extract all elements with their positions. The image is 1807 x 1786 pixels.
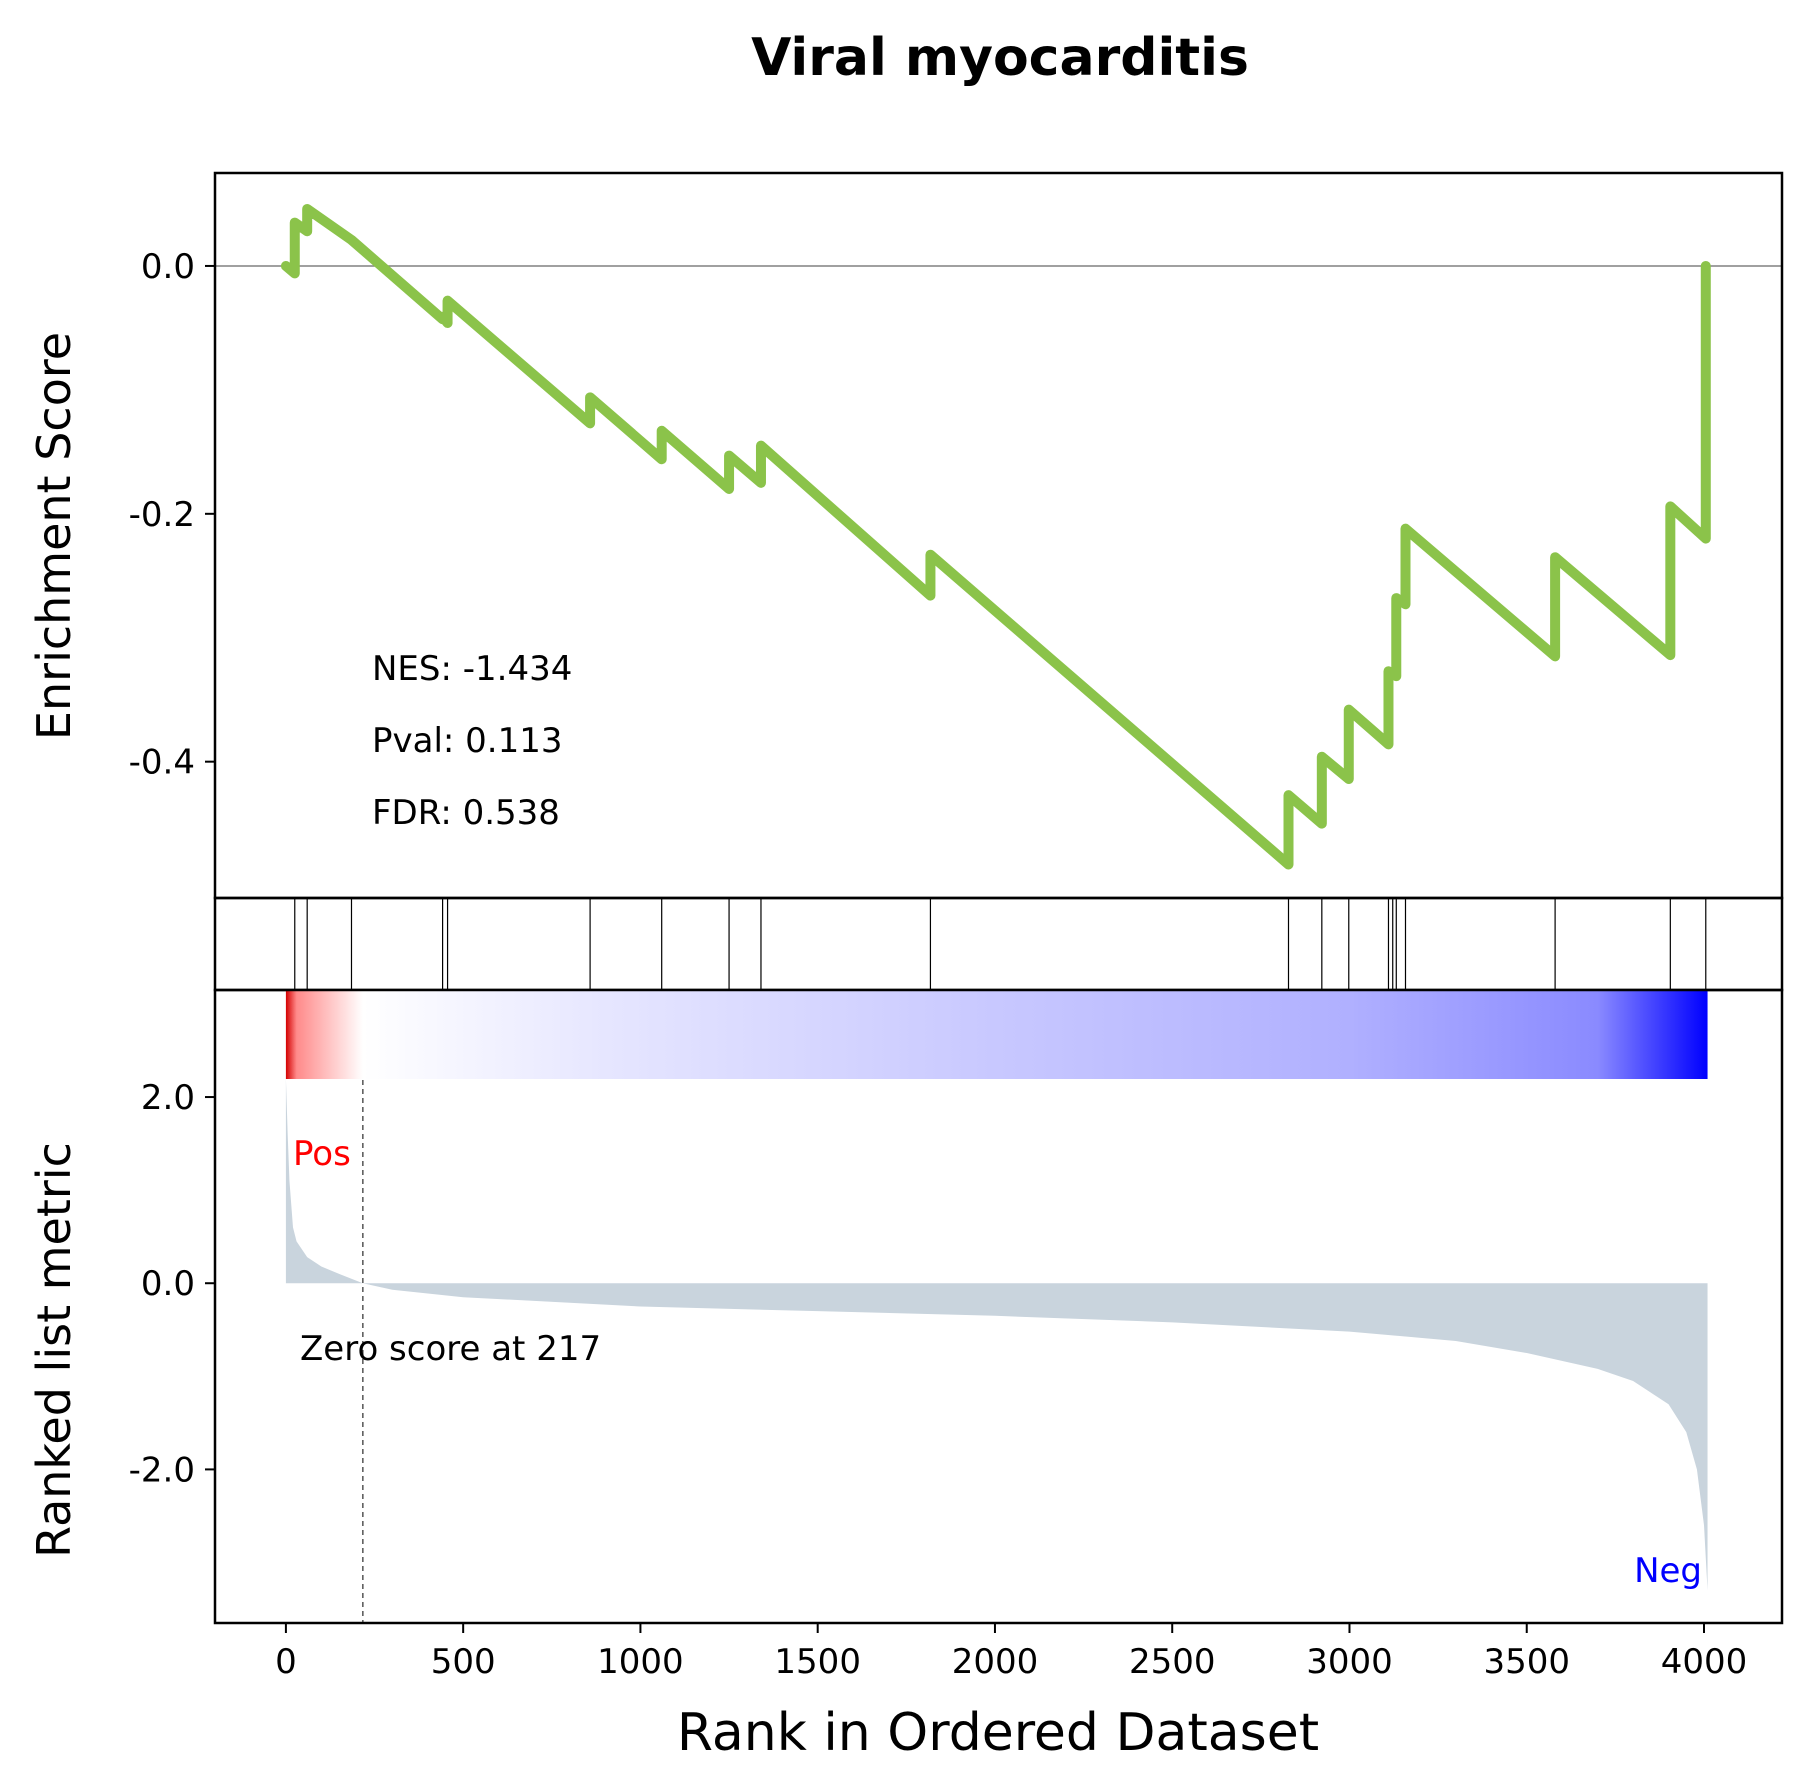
pval-annotation: Pval: 0.113 bbox=[372, 721, 563, 761]
es-y-tick-label: 0.0 bbox=[141, 247, 195, 287]
es-y-tick-label: -0.4 bbox=[129, 743, 195, 783]
es-y-ticks: 0.0 -0.2 -0.4 bbox=[129, 247, 215, 783]
x-tick-label: 1000 bbox=[597, 1642, 684, 1682]
enrichment-panel: 0.0 -0.2 -0.4 NES: -1.434 Pval: 0.113 FDR:… bbox=[27, 171, 1784, 900]
es-panel-frame bbox=[213, 171, 1784, 900]
x-tick-label: 0 bbox=[275, 1642, 297, 1682]
rank-panel-frame bbox=[213, 988, 1784, 1625]
x-tick-label: 3500 bbox=[1483, 1642, 1570, 1682]
x-tick-label: 500 bbox=[431, 1642, 496, 1682]
hits-panel-frame bbox=[213, 896, 1784, 992]
x-tick-label: 2500 bbox=[1129, 1642, 1216, 1682]
fdr-annotation: FDR: 0.538 bbox=[372, 793, 560, 833]
x-axis-label: Rank in Ordered Dataset bbox=[677, 1703, 1319, 1763]
x-tick-label: 1500 bbox=[774, 1642, 861, 1682]
rank-y-ticks: 2.0 0.0 -2.0 bbox=[129, 1078, 215, 1490]
rank-ylabel: Ranked list metric bbox=[27, 1142, 81, 1558]
rank-y-tick-label: 0.0 bbox=[141, 1264, 195, 1304]
rank-metric-area bbox=[285, 1078, 1708, 1591]
hit-marks bbox=[294, 898, 1707, 990]
es-ylabel: Enrichment Score bbox=[27, 332, 81, 740]
neg-label: Neg bbox=[1634, 1551, 1702, 1591]
pos-label: Pos bbox=[293, 1134, 351, 1174]
hits-panel bbox=[213, 896, 1784, 992]
x-axis-ticks: 0 500 1000 1500 2000 2500 3000 3500 4000 bbox=[275, 1623, 1747, 1682]
x-tick-label: 3000 bbox=[1306, 1642, 1393, 1682]
zero-score-label: Zero score at 217 bbox=[300, 1329, 601, 1369]
x-tick-label: 4000 bbox=[1661, 1642, 1748, 1682]
rank-heatmap-bar bbox=[285, 991, 1708, 1079]
chart-title: Viral myocarditis bbox=[751, 28, 1249, 88]
x-tick-label: 2000 bbox=[952, 1642, 1039, 1682]
es-y-tick-label: -0.2 bbox=[129, 495, 195, 535]
rank-y-tick-label: -2.0 bbox=[129, 1450, 195, 1490]
rank-y-tick-label: 2.0 bbox=[141, 1078, 195, 1118]
es-curve-line bbox=[280, 203, 1711, 870]
rank-panel: Zero score at 217 Pos Neg 2.0 0.0 -2.0 Ran… bbox=[27, 988, 1784, 1625]
nes-annotation: NES: -1.434 bbox=[372, 649, 572, 689]
